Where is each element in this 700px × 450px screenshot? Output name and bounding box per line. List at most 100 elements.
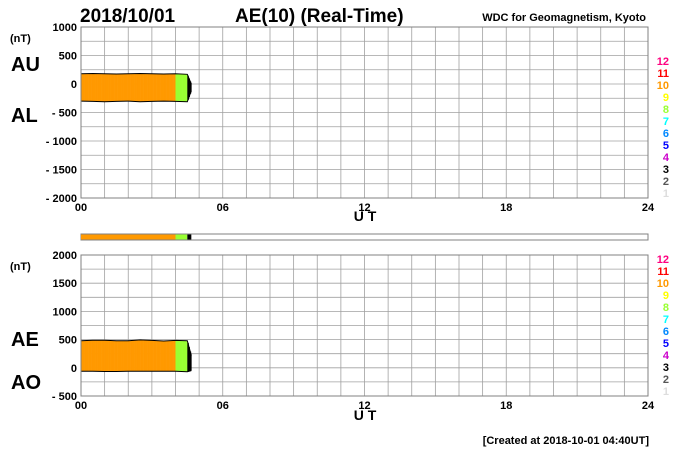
legend-entry: 5 xyxy=(663,140,669,152)
au-al-x-ticks: 00 06 12 18 24 xyxy=(75,202,655,214)
data-bar xyxy=(83,73,85,102)
data-bar xyxy=(85,73,88,102)
data-bar xyxy=(108,73,110,102)
y-tick-label: 1000 xyxy=(53,22,77,34)
data-bar xyxy=(109,340,111,372)
data-bar xyxy=(111,340,114,372)
data-bar xyxy=(160,340,162,372)
data-bar xyxy=(190,83,192,92)
data-bar xyxy=(117,340,120,372)
data-bar xyxy=(153,340,155,372)
x-tick-label: 00 xyxy=(75,400,87,412)
data-bar xyxy=(137,340,140,372)
ae-label: AE xyxy=(11,329,39,351)
data-bar xyxy=(136,340,138,372)
data-bar xyxy=(143,340,146,372)
data-bar xyxy=(148,340,150,372)
au-al-frame xyxy=(80,26,649,199)
legend-entry: 3 xyxy=(663,164,669,176)
x-tick-label: 06 xyxy=(217,400,229,412)
au-al-unit: (nT) xyxy=(10,33,31,45)
data-bar xyxy=(84,340,87,372)
data-bar xyxy=(110,340,113,372)
data-bar xyxy=(166,73,168,102)
ae-ao-unit: (nT) xyxy=(10,261,31,273)
data-bar xyxy=(171,340,174,372)
data-bar xyxy=(158,340,161,372)
data-bar xyxy=(144,340,147,372)
data-bar xyxy=(175,73,177,102)
x-tick-label: 00 xyxy=(75,202,87,214)
legend-entry: 8 xyxy=(663,302,669,314)
data-bar xyxy=(119,340,122,372)
data-bar xyxy=(102,340,104,372)
data-bar xyxy=(88,340,90,372)
data-bar xyxy=(122,73,124,102)
data-bar xyxy=(131,340,134,372)
data-bar xyxy=(137,73,140,102)
data-bar xyxy=(111,73,114,102)
data-bar xyxy=(138,73,141,102)
x-tick-label: 18 xyxy=(500,202,512,214)
au-al-grid xyxy=(81,27,648,198)
legend-entry: 6 xyxy=(663,128,669,140)
legend-entry: 6 xyxy=(663,326,669,338)
data-bar xyxy=(99,340,102,372)
date-title: 2018/10/01 xyxy=(80,6,176,27)
data-bar xyxy=(190,354,192,371)
legend-entry: 12 xyxy=(657,56,669,68)
legend-entry: 8 xyxy=(663,104,669,116)
data-bar xyxy=(141,339,143,372)
data-bar xyxy=(118,73,121,102)
data-bar xyxy=(168,73,170,102)
data-bar xyxy=(181,340,183,372)
data-bar xyxy=(169,340,172,372)
legend-entry: 3 xyxy=(663,362,669,374)
data-bar xyxy=(164,340,167,372)
data-bar xyxy=(184,74,187,102)
data-bar xyxy=(166,340,168,372)
data-bar xyxy=(170,73,173,102)
data-bar xyxy=(86,73,89,102)
data-bar xyxy=(96,340,98,372)
data-bar xyxy=(104,73,107,102)
y-tick-label: - 1000 xyxy=(46,136,77,148)
legend-entry: 5 xyxy=(663,338,669,350)
data-bar xyxy=(123,73,126,102)
created-timestamp: [Created at 2018-10-01 04:40UT] xyxy=(483,435,650,447)
legend-entry: 4 xyxy=(663,350,670,362)
x-tick-label: 18 xyxy=(500,400,512,412)
data-bar xyxy=(171,73,174,102)
data-bar xyxy=(154,73,156,102)
data-bar xyxy=(90,340,92,372)
au-al-lines xyxy=(80,72,192,103)
data-bar xyxy=(142,73,144,102)
x-tick-label: 24 xyxy=(642,202,655,214)
data-bar xyxy=(115,340,117,372)
x-tick-label: 06 xyxy=(217,202,229,214)
data-bar xyxy=(128,73,130,102)
legend-entry: 10 xyxy=(657,278,669,290)
data-bar xyxy=(124,340,127,372)
legend-entry: 2 xyxy=(663,374,669,386)
series-line-ae xyxy=(80,339,192,356)
y-tick-label: 500 xyxy=(59,335,77,347)
data-bar xyxy=(180,340,182,372)
data-bar xyxy=(106,73,109,102)
station-coverage-strip xyxy=(80,233,649,241)
data-bar xyxy=(101,340,103,372)
series-line-ao xyxy=(81,370,192,373)
data-bar xyxy=(81,340,83,372)
data-bar xyxy=(143,73,146,102)
data-bar xyxy=(114,340,116,372)
data-bar xyxy=(188,78,190,97)
data-bar xyxy=(114,73,116,102)
data-bar xyxy=(173,73,175,102)
legend-entry: 1 xyxy=(663,386,669,398)
ae-ao-data xyxy=(81,339,192,372)
data-bar xyxy=(180,73,182,102)
ao-label: AO xyxy=(11,372,41,394)
data-bar xyxy=(135,340,137,372)
data-bar xyxy=(128,340,130,372)
